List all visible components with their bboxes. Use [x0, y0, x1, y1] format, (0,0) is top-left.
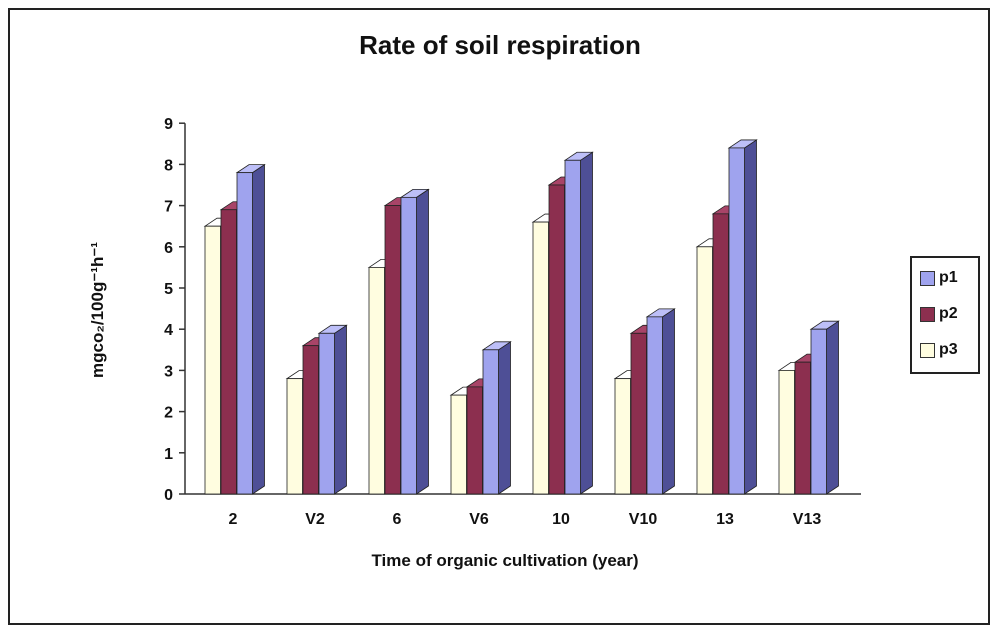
y-tick-label: 0: [164, 487, 173, 504]
x-tick-label: 10: [552, 511, 570, 528]
y-tick-label: 4: [164, 322, 173, 339]
bar-p1-V6: [481, 341, 512, 495]
y-axis-title: mgco₂/100g⁻¹h⁻¹: [88, 242, 107, 378]
legend: p1 p2 p3: [910, 256, 980, 374]
legend-swatch-p1: [920, 270, 935, 286]
x-tick-label: V6: [469, 511, 489, 528]
y-tick-label: 7: [164, 199, 173, 216]
y-tick-label: 2: [164, 405, 173, 422]
x-tick-label: V10: [629, 511, 658, 528]
chart-frame: [8, 8, 990, 625]
legend-label-p1: p1: [939, 269, 958, 286]
legend-item-p1: p1: [920, 268, 958, 288]
legend-swatch-p2: [920, 306, 935, 322]
bar-p1-10: [563, 151, 594, 495]
bar-p1-V13: [809, 320, 840, 495]
legend-item-p2: p2: [920, 304, 958, 324]
bar-p1-V2: [317, 324, 348, 495]
bar-p1-13: [727, 139, 758, 495]
y-tick-label: 6: [164, 240, 173, 257]
bar-p1-2: [235, 163, 266, 495]
chart-title: Rate of soil respiration: [359, 30, 641, 60]
y-tick-label: 3: [164, 363, 173, 380]
y-tick-label: 9: [164, 116, 173, 133]
y-tick-label: 1: [164, 446, 173, 463]
x-tick-label: 13: [716, 511, 734, 528]
y-tick-label: 8: [164, 157, 173, 174]
x-axis-title: Time of organic cultivation (year): [371, 551, 638, 570]
x-tick-label: V2: [305, 511, 325, 528]
legend-swatch-p3: [920, 342, 935, 358]
legend-label-p3: p3: [939, 341, 958, 358]
bar-p1-V10: [645, 308, 676, 495]
x-tick-label: 2: [229, 511, 238, 528]
legend-label-p2: p2: [939, 305, 958, 322]
y-tick-label: 5: [164, 281, 173, 298]
bar-p1-6: [399, 188, 430, 495]
x-tick-label: V13: [793, 511, 822, 528]
legend-item-p3: p3: [920, 340, 958, 360]
x-tick-label: 6: [393, 511, 402, 528]
